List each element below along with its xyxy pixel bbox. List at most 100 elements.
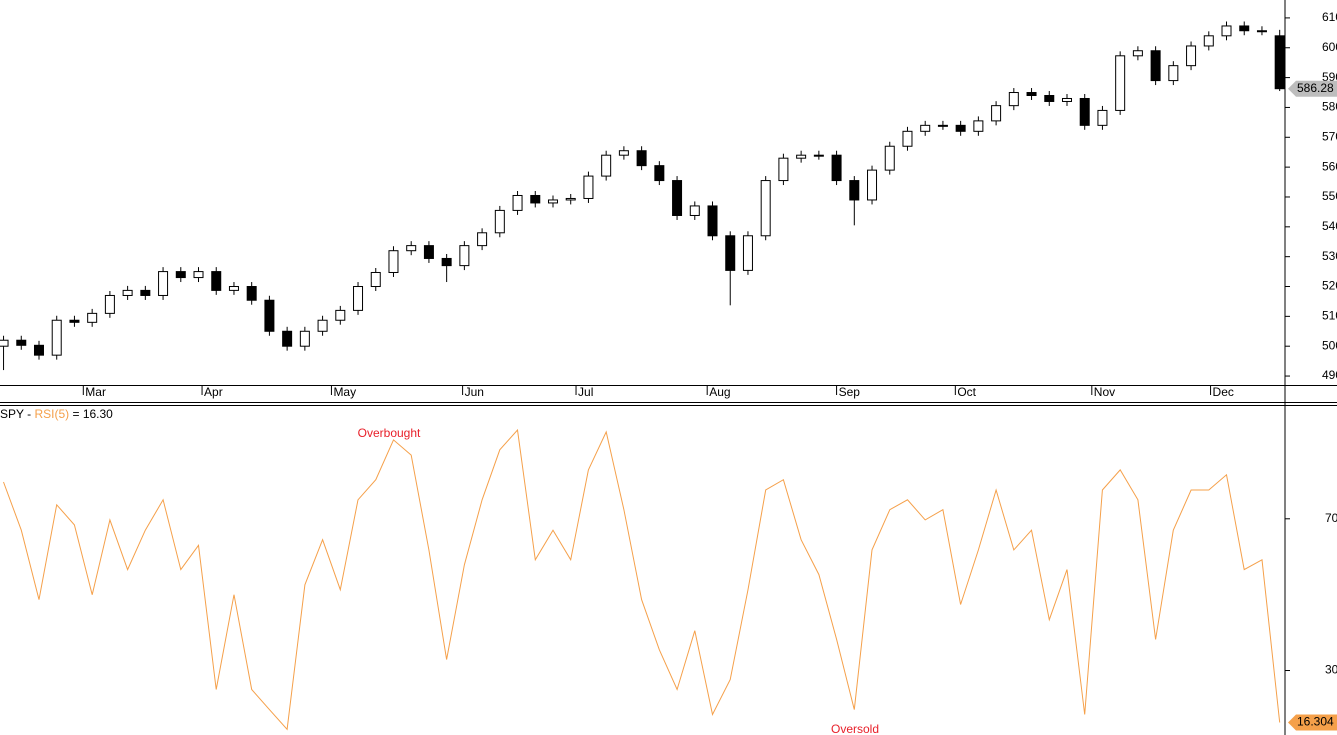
y-tick-label: 580 — [1322, 100, 1337, 114]
candle-body — [1186, 45, 1197, 67]
candle-body — [494, 209, 505, 234]
x-tick-label: Oct — [957, 385, 976, 399]
x-tick-label: Sep — [839, 385, 861, 399]
last-value-box — [1288, 714, 1337, 731]
candle-body — [601, 154, 612, 177]
candle-body — [1044, 95, 1055, 102]
candle-body — [725, 235, 736, 271]
candle-body — [140, 289, 151, 296]
candle-body — [282, 330, 293, 347]
candle-body — [831, 154, 842, 182]
indicator-title: SPY - RSI(5) = 16.30 — [0, 407, 113, 421]
candle-body — [512, 194, 523, 211]
candle-body — [0, 339, 9, 347]
annotation: Oversold — [831, 722, 879, 735]
candle-body — [335, 309, 346, 321]
candle-body — [1097, 109, 1108, 126]
candle-body — [441, 257, 452, 267]
y-tick-label: 560 — [1322, 159, 1337, 173]
candle-body — [228, 286, 239, 291]
candle-body — [193, 271, 204, 279]
candle-body — [778, 157, 789, 182]
candle-body — [122, 289, 133, 296]
candle-body — [477, 232, 488, 247]
y-tick-label: 550 — [1322, 189, 1337, 203]
candle-body — [583, 175, 594, 199]
candle-body — [1026, 92, 1037, 97]
candle-body — [547, 199, 558, 204]
candle-body — [867, 169, 878, 201]
y-tick-label: 600 — [1322, 40, 1337, 54]
indicator-value: = 16.30 — [69, 407, 113, 421]
candle-body — [955, 124, 966, 132]
last-value-label: 16.304 — [1297, 715, 1334, 729]
candle-body — [1008, 92, 1019, 107]
candle-body — [1274, 35, 1285, 90]
candle-body — [33, 344, 44, 356]
candle-body — [689, 205, 700, 216]
candle-body — [973, 120, 984, 132]
candle-body — [1150, 50, 1161, 82]
y-tick-label: 610 — [1322, 10, 1337, 24]
candle-body — [104, 294, 115, 314]
y-tick-label: 70 — [1325, 511, 1337, 525]
candle-body — [1079, 97, 1090, 126]
candle-body — [530, 194, 541, 204]
candle-body — [937, 124, 948, 127]
candle-body — [158, 271, 169, 296]
candle-body — [211, 271, 222, 291]
candle-body — [1132, 50, 1143, 57]
candle-body — [813, 154, 824, 157]
candle-body — [246, 286, 257, 301]
indicator-name: RSI(5) — [34, 407, 69, 421]
y-tick-label: 590 — [1322, 70, 1337, 84]
candle-body — [565, 197, 576, 201]
candle-body — [16, 339, 27, 346]
candle-body — [353, 286, 364, 311]
y-tick-label: 540 — [1322, 219, 1337, 233]
candle-body — [654, 165, 665, 182]
candle-body — [1256, 30, 1267, 33]
candle-body — [175, 271, 186, 279]
candle-body — [849, 180, 860, 201]
candle-body — [796, 154, 807, 159]
candle-body — [87, 312, 98, 323]
candle-body — [920, 124, 931, 132]
candle-body — [459, 245, 470, 267]
y-tick-label: 500 — [1322, 338, 1337, 352]
x-tick-label: Jul — [578, 385, 593, 399]
last-price-box — [1288, 80, 1337, 97]
rsi-line — [3, 428, 1281, 731]
y-tick-label: 570 — [1322, 129, 1337, 143]
symbol: SPY - — [0, 407, 34, 421]
candle-body — [1061, 97, 1072, 102]
candle-body — [69, 319, 80, 323]
candle-body — [902, 130, 913, 147]
candle-body — [299, 330, 310, 347]
last-price-label: 586.28 — [1297, 81, 1334, 95]
last-price-marker: 586.28 — [1288, 80, 1337, 97]
y-tick-label: 510 — [1322, 309, 1337, 323]
x-tick-label: Dec — [1213, 385, 1234, 399]
candle-body — [1168, 65, 1179, 82]
candle-body — [742, 235, 753, 271]
x-tick-label: Jun — [465, 385, 484, 399]
candle-body — [406, 245, 417, 252]
candle-body — [618, 150, 629, 156]
candle-body — [370, 271, 381, 288]
candle-body — [707, 205, 718, 237]
candle-body — [388, 250, 399, 273]
candle-body — [991, 105, 1002, 122]
y-tick-label: 490 — [1322, 368, 1337, 382]
x-tick-label: Mar — [85, 385, 106, 399]
y-tick-label: 30 — [1325, 663, 1337, 677]
candle-body — [1239, 25, 1250, 32]
candle-body — [1115, 55, 1126, 111]
x-tick-label: May — [333, 385, 356, 399]
candle-body — [672, 180, 683, 216]
y-tick-label: 530 — [1322, 249, 1337, 263]
candle-body — [884, 145, 895, 171]
candle-body — [317, 319, 328, 332]
